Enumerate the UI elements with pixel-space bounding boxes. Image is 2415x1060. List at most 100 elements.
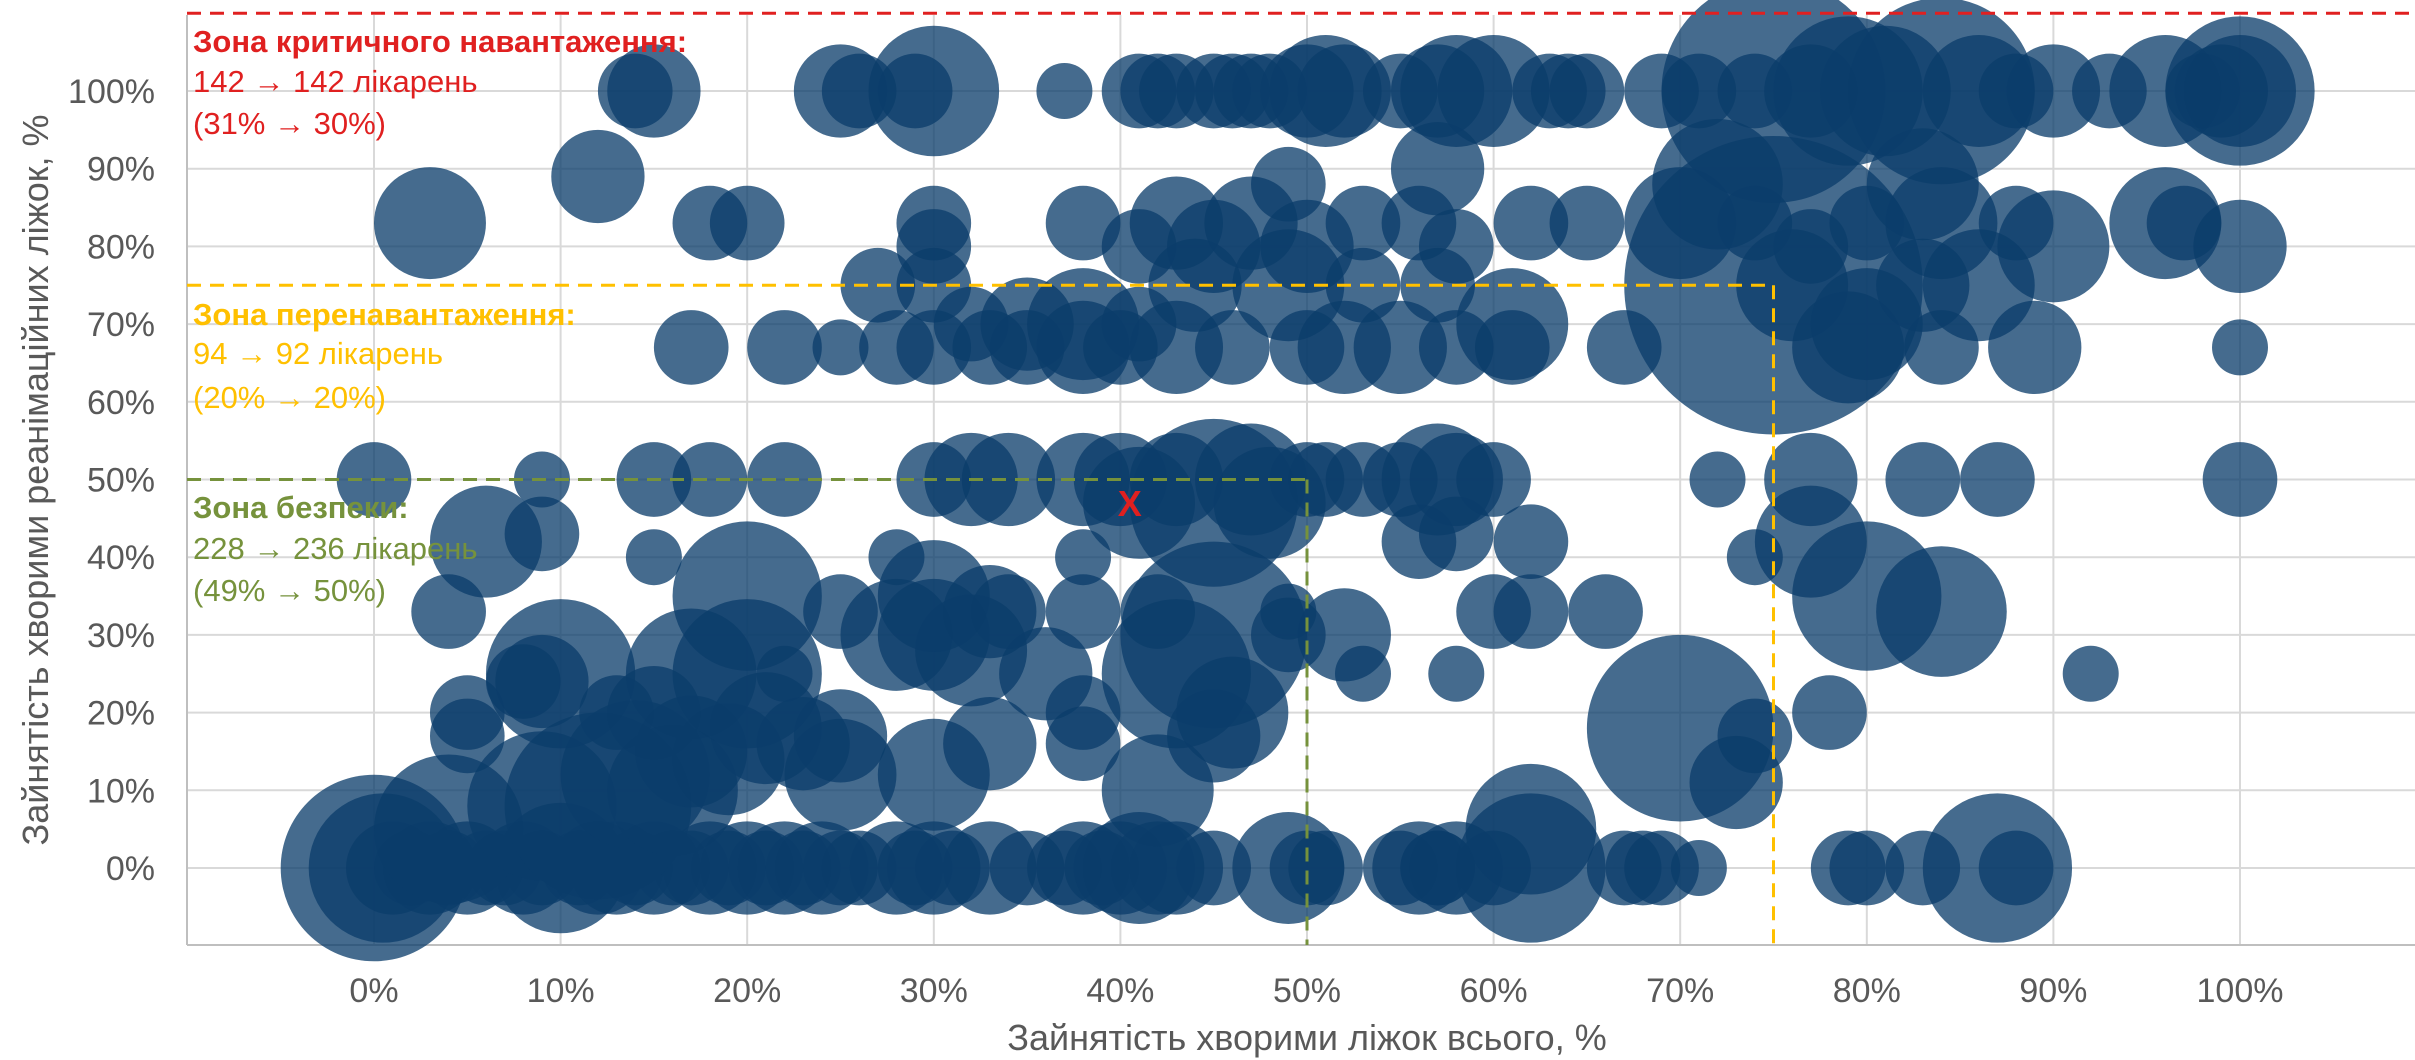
- x-tick-label: 40%: [1086, 972, 1154, 1010]
- bubble-point: [625, 529, 682, 586]
- bubble-point: [812, 319, 869, 376]
- bubble-point: [961, 432, 1056, 527]
- y-tick-label: 10%: [87, 772, 155, 810]
- bubble-point: [1717, 698, 1793, 774]
- y-tick-label: 100%: [68, 73, 155, 111]
- bubble-point: [2193, 199, 2287, 294]
- bubble-point: [429, 675, 505, 750]
- zone-safe-share: (49% → 50%): [193, 573, 386, 608]
- bubble-point: [1829, 830, 1905, 906]
- highlight-marker: X: [1118, 483, 1142, 524]
- bubble-point: [1288, 830, 1363, 906]
- x-tick-label: 10%: [527, 972, 595, 1010]
- bubble-point: [1437, 35, 1550, 147]
- bubble-point: [1493, 574, 1569, 649]
- bubble-point: [504, 496, 580, 572]
- bubble-point: [1334, 645, 1391, 702]
- bubble-point: [1549, 53, 1625, 129]
- bubble-point: [1045, 675, 1121, 750]
- bubble-point: [1260, 583, 1317, 640]
- y-tick-labels: 0% 10% 20% 30% 40% 50% 60% 70% 80% 90% 100%: [68, 73, 155, 888]
- zone-overload-title: Зона перенавантаження:: [193, 297, 576, 332]
- bubble-point: [1195, 310, 1270, 385]
- zone-safe-annotation: Зона безпеки: 228 → 236 лікарень (49% → …: [193, 490, 478, 608]
- bubble-point: [1176, 656, 1289, 769]
- y-tick-label: 80%: [87, 228, 155, 266]
- y-tick-label: 90%: [87, 151, 155, 189]
- bubble-point: [1960, 442, 2035, 517]
- bubble-point: [2062, 645, 2119, 702]
- bubble-point: [2006, 44, 2101, 138]
- zone-overload-share: (20% → 20%): [193, 380, 386, 415]
- zone-overload-annotation: Зона перенавантаження: 94 → 92 лікарень …: [193, 297, 576, 415]
- bubble-point: [877, 540, 990, 653]
- x-axis-title: Зайнятість хворими ліжок всього, %: [1007, 1017, 1606, 1058]
- x-tick-label: 80%: [1833, 972, 1901, 1010]
- bubble-point: [1297, 44, 1391, 138]
- x-tick-label: 30%: [900, 972, 968, 1010]
- bubble-point: [1670, 840, 1727, 896]
- x-tick-label: 0%: [349, 972, 398, 1010]
- bubble-point: [1045, 185, 1121, 261]
- bubble-point: [653, 310, 729, 385]
- bubble-point: [793, 689, 888, 783]
- x-tick-label: 60%: [1460, 972, 1528, 1010]
- y-tick-label: 20%: [87, 695, 155, 733]
- bubble-point: [2202, 442, 2278, 517]
- y-tick-label: 30%: [87, 617, 155, 655]
- bubble-point: [1036, 63, 1093, 119]
- bubble-point: [1456, 442, 1531, 517]
- bubble-point: [551, 129, 645, 224]
- bubble-point: [1493, 185, 1569, 261]
- bubble-point: [1978, 830, 2054, 906]
- x-tick-label: 100%: [2197, 972, 2284, 1010]
- x-tick-label: 70%: [1646, 972, 1714, 1010]
- zone-safe-count: 228 → 236 лікарень: [193, 531, 478, 566]
- bubble-point: [1456, 268, 1569, 381]
- x-tick-labels: 0% 10% 20% 30% 40% 50% 60% 70% 80% 90% 100%: [349, 972, 2283, 1010]
- bubble-point: [971, 574, 1046, 649]
- bubble-point: [943, 697, 1037, 791]
- y-tick-label: 70%: [87, 306, 155, 344]
- bubble-point: [1251, 146, 1326, 222]
- bubble-point: [1381, 423, 1494, 536]
- bubble-point: [1325, 185, 1401, 261]
- bubble-point: [1764, 432, 1858, 527]
- bubble-point: [896, 185, 972, 261]
- bubble-point: [1176, 830, 1252, 906]
- bubble-point: [1885, 442, 1961, 517]
- zone-critical-share: (31% → 30%): [193, 106, 386, 141]
- bubble-point: [2212, 319, 2268, 376]
- zone-critical-count: 142 → 142 лікарень: [193, 64, 478, 99]
- bubble-series: [280, 0, 2315, 962]
- zone-boundaries: [187, 11, 2415, 945]
- bubble-point: [1045, 574, 1121, 649]
- bubble-point: [1549, 185, 1625, 261]
- bubble-point: [868, 25, 1000, 157]
- bubble-point: [747, 310, 822, 385]
- bubble-point: [2184, 35, 2296, 147]
- x-tick-label: 50%: [1273, 972, 1341, 1010]
- bubble-point: [672, 442, 748, 517]
- bubble-point: [672, 521, 822, 671]
- y-tick-label: 40%: [87, 539, 155, 577]
- bubble-point: [1428, 645, 1485, 702]
- x-tick-label: 20%: [713, 972, 781, 1010]
- bubble-point: [1400, 830, 1475, 906]
- zone-critical-title: Зона критичного навантаження:: [193, 24, 687, 59]
- bubble-point: [1876, 546, 2007, 677]
- bubble-point: [374, 167, 486, 280]
- bubble-point: [747, 442, 822, 517]
- bubble-point: [1997, 190, 2110, 303]
- zone-overload-count: 94 → 92 лікарень: [193, 336, 443, 371]
- y-tick-label: 50%: [87, 462, 155, 500]
- bubble-point: [1689, 451, 1746, 508]
- zone-safe-title: Зона безпеки:: [193, 490, 409, 525]
- y-tick-label: 60%: [87, 384, 155, 422]
- bubble-point: [1792, 675, 1867, 750]
- bubble-point: [1027, 268, 1140, 381]
- y-tick-label: 0%: [106, 850, 155, 888]
- bubble-point: [1493, 504, 1569, 579]
- bubble-point: [709, 185, 785, 261]
